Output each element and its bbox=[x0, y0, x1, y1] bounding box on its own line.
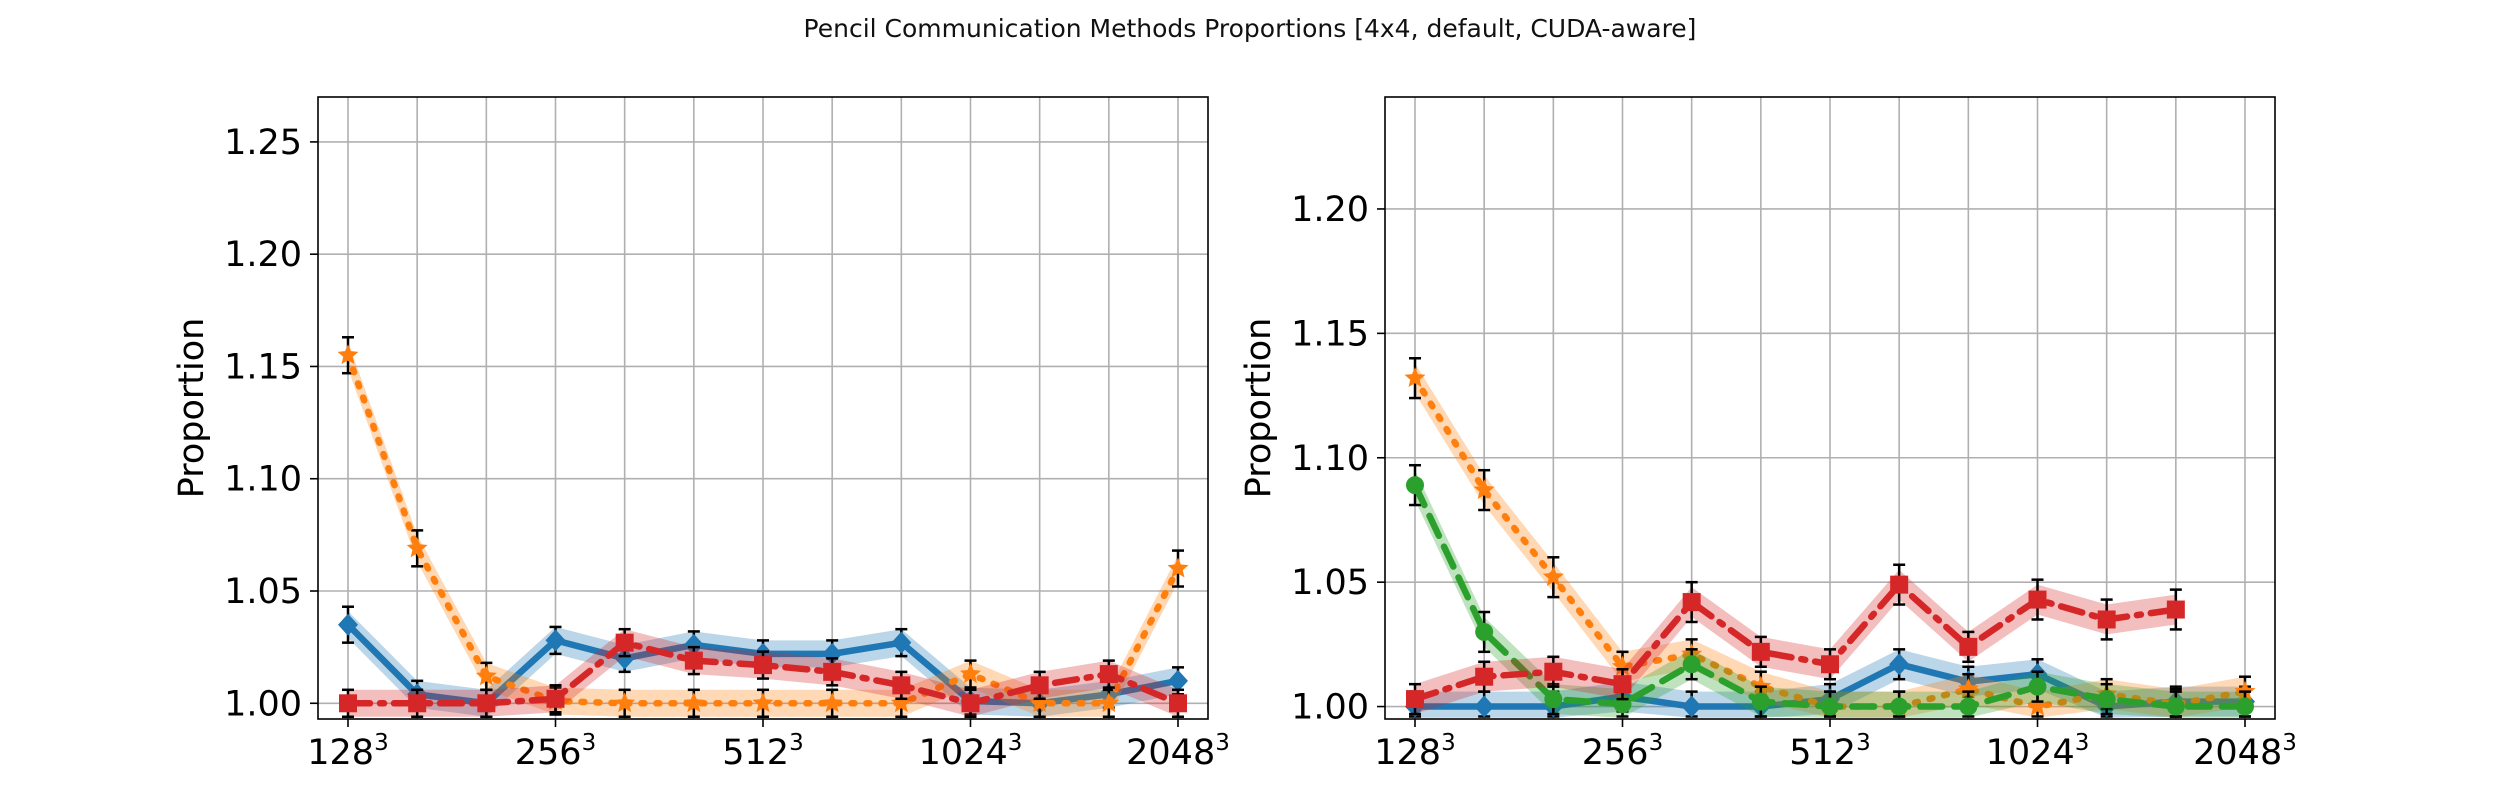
data-point bbox=[1542, 566, 1564, 587]
y-tick-label: 1.00 bbox=[224, 684, 302, 724]
data-point bbox=[1029, 692, 1051, 713]
data-point bbox=[1682, 655, 1701, 674]
data-point bbox=[1613, 675, 1632, 694]
data-point bbox=[1544, 690, 1563, 709]
data-point bbox=[684, 651, 703, 670]
data-point bbox=[960, 663, 981, 683]
x-tick-label: 10243 bbox=[1986, 730, 2090, 773]
y-tick-label: 1.05 bbox=[1291, 563, 1369, 603]
data-point bbox=[1030, 676, 1049, 695]
data-point bbox=[1099, 665, 1118, 684]
data-point bbox=[2028, 677, 2047, 696]
series-group bbox=[339, 627, 1187, 719]
data-point bbox=[2028, 590, 2047, 609]
data-point bbox=[2166, 697, 2185, 716]
data-point bbox=[1959, 637, 1978, 656]
data-point bbox=[1889, 653, 1910, 676]
data-point bbox=[1957, 678, 1979, 699]
data-point bbox=[1682, 593, 1701, 612]
data-point bbox=[890, 692, 912, 713]
y-tick-label: 1.15 bbox=[1291, 314, 1369, 354]
data-point bbox=[545, 629, 566, 652]
data-point bbox=[892, 676, 911, 695]
y-axis-label: Proportion bbox=[172, 318, 212, 499]
series-band bbox=[1415, 470, 2245, 718]
y-tick-label: 1.10 bbox=[1291, 439, 1369, 479]
data-point bbox=[337, 344, 359, 365]
data-point bbox=[754, 656, 772, 675]
data-point bbox=[1681, 695, 1702, 718]
y-tick-label: 1.05 bbox=[224, 572, 302, 612]
data-point bbox=[475, 665, 497, 686]
y-tick-label: 1.20 bbox=[224, 235, 302, 275]
data-point bbox=[1404, 367, 1426, 388]
y-axis-label: Proportion bbox=[1239, 318, 1279, 499]
data-point bbox=[683, 692, 705, 713]
data-point bbox=[961, 694, 980, 713]
data-point bbox=[1473, 479, 1495, 500]
data-point bbox=[1406, 476, 1424, 495]
data-point bbox=[1751, 692, 1770, 711]
data-point bbox=[1890, 575, 1909, 594]
data-point bbox=[1751, 642, 1770, 661]
data-point bbox=[1406, 690, 1424, 709]
data-point bbox=[1821, 655, 1839, 674]
x-tick-label: 20483 bbox=[2193, 730, 2297, 773]
x-tick-label: 1283 bbox=[307, 730, 388, 773]
data-point bbox=[1098, 692, 1120, 713]
figure-title: Pencil Communication Methods Proportions… bbox=[803, 14, 1697, 43]
right-chart-panel: 1.00 1.05 1.10 1.15 1.20 1283 2563 5123 10243 204… bbox=[1239, 96, 2297, 773]
data-point bbox=[891, 631, 912, 654]
data-point bbox=[752, 692, 774, 713]
series-group bbox=[337, 336, 1189, 719]
data-point bbox=[614, 692, 636, 713]
y-tick-label: 1.20 bbox=[1291, 190, 1369, 230]
data-point bbox=[2236, 697, 2254, 716]
data-point bbox=[338, 613, 358, 636]
data-point bbox=[1168, 669, 1188, 692]
plot-frame bbox=[1384, 96, 2276, 720]
data-point bbox=[2166, 600, 2185, 619]
x-tick-label: 10243 bbox=[919, 730, 1023, 773]
data-point bbox=[1167, 557, 1189, 578]
data-point bbox=[339, 694, 357, 713]
data-point bbox=[1959, 697, 1978, 716]
data-point bbox=[683, 633, 704, 656]
data-point bbox=[823, 662, 842, 681]
data-point bbox=[2097, 690, 2116, 709]
data-point bbox=[406, 537, 428, 558]
data-point bbox=[1474, 695, 1495, 718]
x-tick-label: 2563 bbox=[1582, 730, 1663, 773]
series-line bbox=[1411, 581, 2180, 703]
x-tick-label: 20483 bbox=[1126, 730, 1230, 773]
data-point bbox=[408, 694, 427, 713]
x-tick-label: 5123 bbox=[1789, 730, 1870, 773]
data-point bbox=[1475, 622, 1494, 641]
data-point bbox=[1890, 697, 1909, 716]
data-point bbox=[2097, 610, 2116, 629]
plot-frame bbox=[317, 96, 1209, 720]
y-tick-label: 1.10 bbox=[224, 460, 302, 500]
data-point bbox=[546, 689, 565, 708]
left-chart-panel: 1.00 1.05 1.10 1.15 1.20 1.25 1283 2563 5123 1024… bbox=[172, 96, 1230, 773]
data-point bbox=[1821, 697, 1839, 716]
x-tick-label: 2563 bbox=[515, 730, 596, 773]
y-tick-label: 1.00 bbox=[1291, 688, 1369, 728]
data-point bbox=[1475, 667, 1494, 686]
data-point bbox=[821, 692, 843, 713]
data-point bbox=[477, 694, 496, 713]
data-point bbox=[2027, 695, 2048, 716]
data-point bbox=[614, 647, 635, 670]
data-point bbox=[615, 633, 634, 652]
data-point bbox=[1612, 655, 1633, 676]
data-point bbox=[1169, 694, 1187, 713]
x-tick-label: 1283 bbox=[1374, 730, 1455, 773]
y-tick-label: 1.15 bbox=[224, 347, 302, 387]
series-group bbox=[1406, 563, 2185, 716]
y-tick-label: 1.25 bbox=[224, 123, 302, 163]
data-point bbox=[1544, 662, 1563, 681]
x-tick-label: 5123 bbox=[722, 730, 803, 773]
